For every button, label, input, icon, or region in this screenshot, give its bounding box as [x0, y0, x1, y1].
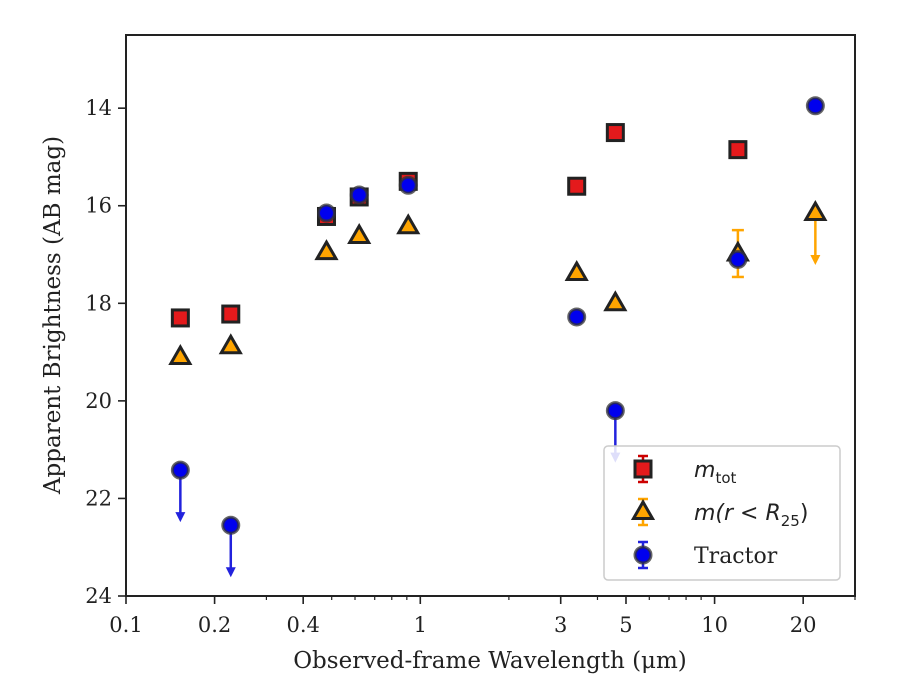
legend-label-1: m(r < R25)	[694, 501, 808, 530]
triangle-point-8	[803, 200, 828, 222]
square-point-5	[567, 176, 587, 196]
series-circle	[170, 96, 825, 578]
triangle-point-3	[347, 222, 372, 244]
triangle-point-6	[603, 290, 628, 312]
data-points	[168, 96, 828, 578]
circle-limit-head-1	[225, 567, 236, 578]
triangle-limit-head-8	[810, 255, 821, 266]
legend-marker-2	[633, 545, 653, 565]
triangle-point-1	[218, 333, 243, 355]
x-tick-label-4: 3	[554, 613, 567, 637]
x-axis-label: Observed-frame Wavelength (μm)	[293, 648, 687, 674]
square-point-6	[605, 123, 625, 143]
x-tick-label-2: 0.4	[286, 613, 319, 637]
legend-label-0: mtot	[694, 458, 736, 487]
series-square	[170, 123, 748, 328]
circle-point-3	[349, 185, 369, 205]
circle-point-4	[398, 175, 418, 195]
x-tick-label-5: 5	[619, 613, 632, 637]
circle-point-7	[728, 249, 748, 269]
triangle-point-2	[314, 239, 339, 261]
legend-marker-0	[633, 459, 653, 479]
legend-box	[603, 445, 841, 581]
circle-point-6	[605, 401, 625, 421]
circle-point-0	[170, 460, 190, 480]
x-tick-label-0: 0.1	[109, 613, 142, 637]
triangle-point-5	[564, 260, 589, 282]
square-point-0	[170, 308, 190, 328]
legend-label-2: Tractor	[694, 544, 778, 569]
circle-point-1	[221, 515, 241, 535]
y-tick-label-3: 20	[85, 389, 112, 413]
legend-marker-1	[630, 498, 656, 520]
x-tick-label-6: 10	[701, 613, 728, 637]
triangle-point-4	[396, 213, 421, 235]
triangle-point-0	[168, 343, 193, 365]
square-point-1	[221, 304, 241, 324]
legend: mtot m(r < R25) Tractor	[603, 445, 841, 581]
y-tick-label-4: 22	[85, 486, 112, 510]
circle-point-5	[567, 307, 587, 327]
y-tick-label-0: 14	[85, 96, 112, 120]
x-tick-label-7: 20	[790, 613, 817, 637]
y-tick-label-2: 18	[85, 291, 112, 315]
plot-frame	[125, 34, 856, 597]
x-tick-label-3: 1	[414, 613, 427, 637]
x-tick-label-1: 0.2	[198, 613, 231, 637]
square-point-7	[728, 140, 748, 160]
series-triangle	[168, 200, 828, 365]
circle-limit-head-0	[175, 512, 186, 523]
y-tick-label-5: 24	[85, 584, 112, 608]
y-axis-label: Apparent Brightness (AB mag)	[40, 136, 66, 495]
axis-ticks: 0.1 0.2 0.4 1 3 5 10 20 14 16 18 20 22 24	[85, 96, 856, 637]
circle-point-2	[316, 203, 336, 223]
circle-point-8	[805, 96, 825, 116]
y-tick-label-1: 16	[85, 194, 112, 218]
